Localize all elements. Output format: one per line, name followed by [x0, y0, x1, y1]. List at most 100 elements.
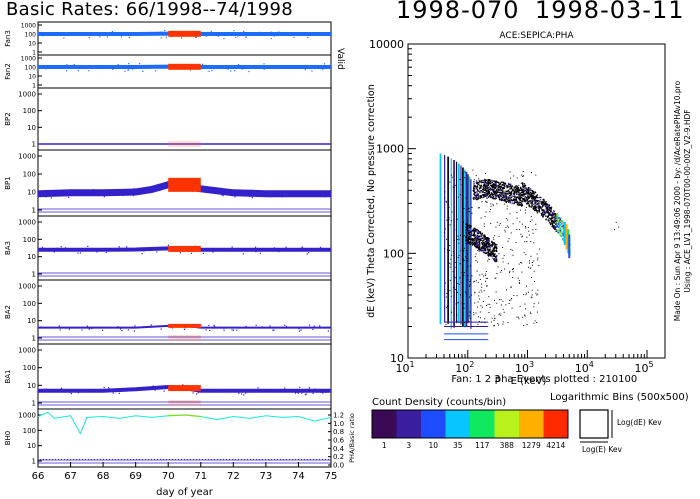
series-noise-dot	[312, 328, 314, 331]
pha-event-dot	[478, 195, 480, 197]
pha-event-dot	[551, 224, 554, 226]
series-noise-dot	[70, 390, 72, 393]
series-noise-dot	[234, 189, 236, 192]
legend-label-10: 10	[428, 441, 438, 450]
pha-event-dot	[487, 255, 490, 257]
series-noise-dot	[105, 251, 107, 254]
bh0-dot	[238, 459, 239, 460]
series-noise-dot	[308, 65, 311, 67]
pha-event-dot	[473, 186, 475, 188]
pha-event-dot	[475, 186, 477, 188]
series-noise-dot	[166, 386, 168, 388]
pha-event-dot	[516, 188, 518, 191]
pha-event-dot	[531, 203, 533, 205]
pha-background-dot	[505, 227, 507, 229]
pha-event-dot	[557, 215, 559, 217]
pha-event-dot	[482, 189, 485, 191]
pha-event-dot	[531, 195, 533, 198]
series-noise-dot	[325, 391, 327, 393]
pha-event-dot	[516, 201, 518, 204]
pha-event-dot	[483, 195, 485, 197]
series-noise-dot	[207, 65, 209, 67]
bh0-dot	[169, 459, 170, 460]
pha-background-dot	[484, 215, 486, 217]
pha-event-dot	[529, 206, 531, 208]
pha-background-dot	[469, 281, 471, 283]
pha-background-dot	[519, 229, 521, 231]
pha-event-dot	[492, 193, 495, 195]
pha-event-dot	[491, 184, 494, 186]
pha-background-dot	[470, 279, 472, 281]
y-tick-label: 10	[27, 124, 36, 132]
y-tick-label: 100	[23, 171, 36, 179]
bh0-dot	[43, 459, 44, 460]
y-tick-label: 100	[23, 427, 36, 435]
pha-background-dot	[512, 223, 514, 225]
pha-event-dot	[521, 204, 523, 206]
pha-event-dot	[560, 226, 563, 228]
pha-background-dot	[494, 235, 496, 237]
pha-event-dot	[501, 193, 503, 195]
bh0-dot	[118, 459, 119, 460]
pha-background-dot	[463, 208, 465, 210]
bh0-dot	[145, 459, 146, 460]
pha-background-dot	[466, 275, 468, 277]
pha-background-dot	[444, 228, 446, 230]
pha-background-dot	[524, 194, 526, 196]
series-noise-dot	[163, 390, 165, 392]
bh0-dot	[112, 459, 113, 460]
pha-background-dot	[516, 177, 518, 179]
pha-event-dot	[495, 182, 497, 184]
y-tick-label: 1	[32, 335, 36, 343]
pha-event-dot	[470, 225, 472, 227]
pha-event-dot	[476, 196, 478, 198]
pha-background-dot	[472, 197, 474, 199]
pha-event-dot	[515, 198, 518, 200]
pha-background-dot	[527, 266, 529, 268]
pha-event-dot	[492, 190, 495, 193]
series-noise-dot	[50, 66, 52, 68]
pha-event-dot	[480, 235, 482, 238]
series-noise-dot	[131, 326, 134, 328]
pha-event-dot	[466, 241, 469, 243]
series-noise-dot	[322, 195, 324, 197]
legend-swatch-4214	[543, 410, 568, 438]
pha-background-dot	[525, 308, 527, 310]
pha-background-dot	[532, 197, 534, 199]
pha-event-dot	[495, 246, 498, 248]
pha-event-dot	[553, 210, 555, 212]
pha-background-dot	[444, 282, 446, 284]
pha-event-dot	[527, 187, 529, 189]
bh0-dot	[235, 459, 236, 460]
pha-event-dot	[547, 219, 549, 221]
pha-background-dot	[526, 236, 528, 238]
pha-background-dot	[445, 200, 447, 202]
pha-background-dot	[478, 178, 480, 180]
pha-event-dot	[515, 185, 517, 187]
pha-background-dot	[459, 194, 461, 196]
series-noise-dot	[53, 251, 55, 253]
series-noise-dot	[119, 328, 122, 330]
pha-background-dot	[468, 211, 470, 213]
pha-event-dot	[487, 181, 489, 183]
pha-event-dot	[474, 191, 477, 194]
pha-event-dot	[466, 228, 469, 231]
pha-event-dot	[529, 195, 531, 197]
pha-background-dot	[480, 305, 482, 307]
pha-event-dot	[520, 195, 522, 197]
pha-event-dot	[490, 192, 493, 194]
pha-background-dot	[483, 290, 485, 292]
pha-event-dot	[518, 188, 520, 191]
bh0-dot	[46, 459, 47, 460]
pha-event-dot	[530, 206, 533, 208]
pha-event-dot	[529, 200, 531, 202]
pha-event-dot	[488, 253, 490, 255]
pha-background-dot	[502, 308, 504, 310]
pha-event-dot	[542, 211, 544, 213]
pha-background-dot	[488, 311, 490, 313]
pha-background-dot	[486, 284, 488, 286]
pha-background-dot	[532, 199, 534, 201]
pha-event-dot	[483, 238, 485, 240]
bh0-dot	[295, 459, 296, 460]
pha-event-dot	[561, 225, 564, 228]
